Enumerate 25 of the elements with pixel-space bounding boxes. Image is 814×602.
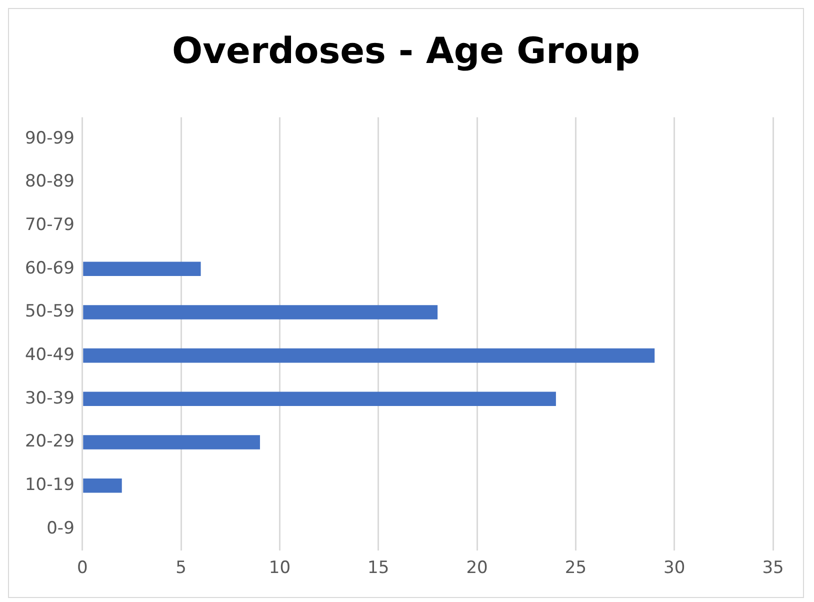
y-tick-label: 50-59 [24,302,74,322]
x-tick-label: 15 [368,558,390,578]
y-tick-label: 80-89 [24,172,74,192]
bar [83,305,438,320]
bar [83,478,122,493]
y-tick-label: 40-49 [24,344,74,365]
bar [83,435,260,450]
y-tick-label: 0-9 [46,518,74,538]
y-tick-label: 60-69 [24,258,74,278]
x-tick-label: 5 [176,558,186,578]
y-tick-label: 90-99 [24,128,74,148]
bar [83,392,556,406]
y-tick-label: 70-79 [24,214,74,235]
y-tick-label: 10-19 [24,475,74,496]
x-tick-label: 30 [664,558,686,578]
x-tick-label: 25 [564,558,587,578]
x-tick-label: 0 [76,558,88,578]
x-tick-label: 20 [466,558,488,578]
y-tick-label: 30-39 [24,388,74,408]
x-tick-label: 10 [268,558,291,578]
x-tick-label: 35 [762,558,784,578]
chart-title: Overdoses - Age Group [170,31,642,72]
bar [83,262,201,276]
y-tick-label: 20-29 [24,432,74,452]
bar [83,348,655,363]
